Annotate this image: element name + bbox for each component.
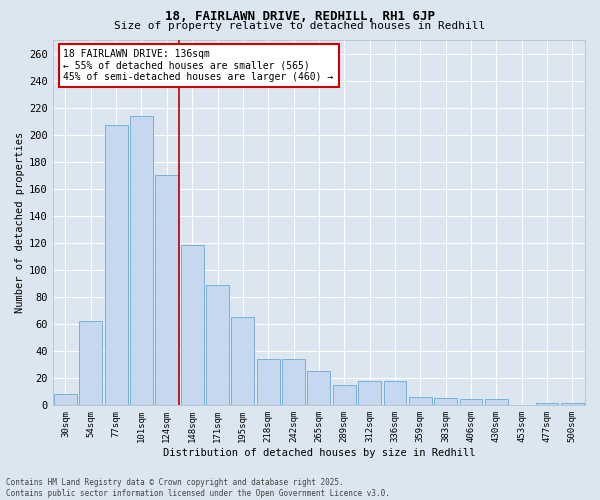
Bar: [434, 398, 457, 405]
Y-axis label: Number of detached properties: Number of detached properties: [15, 132, 25, 313]
Bar: [105, 125, 128, 405]
Bar: [307, 371, 330, 405]
Text: 18, FAIRLAWN DRIVE, REDHILL, RH1 6JP: 18, FAIRLAWN DRIVE, REDHILL, RH1 6JP: [165, 10, 435, 23]
X-axis label: Distribution of detached houses by size in Redhill: Distribution of detached houses by size …: [163, 448, 475, 458]
Bar: [181, 246, 203, 405]
Bar: [282, 359, 305, 405]
Bar: [130, 116, 153, 405]
Bar: [206, 284, 229, 405]
Text: 18 FAIRLAWN DRIVE: 136sqm
← 55% of detached houses are smaller (565)
45% of semi: 18 FAIRLAWN DRIVE: 136sqm ← 55% of detac…: [64, 49, 334, 82]
Bar: [485, 400, 508, 405]
Bar: [358, 380, 381, 405]
Bar: [561, 404, 584, 405]
Bar: [460, 400, 482, 405]
Bar: [333, 384, 356, 405]
Bar: [383, 380, 406, 405]
Bar: [155, 175, 178, 405]
Text: Contains HM Land Registry data © Crown copyright and database right 2025.
Contai: Contains HM Land Registry data © Crown c…: [6, 478, 390, 498]
Bar: [536, 404, 559, 405]
Bar: [54, 394, 77, 405]
Text: Size of property relative to detached houses in Redhill: Size of property relative to detached ho…: [115, 21, 485, 31]
Bar: [257, 359, 280, 405]
Bar: [232, 317, 254, 405]
Bar: [79, 321, 102, 405]
Bar: [409, 396, 431, 405]
